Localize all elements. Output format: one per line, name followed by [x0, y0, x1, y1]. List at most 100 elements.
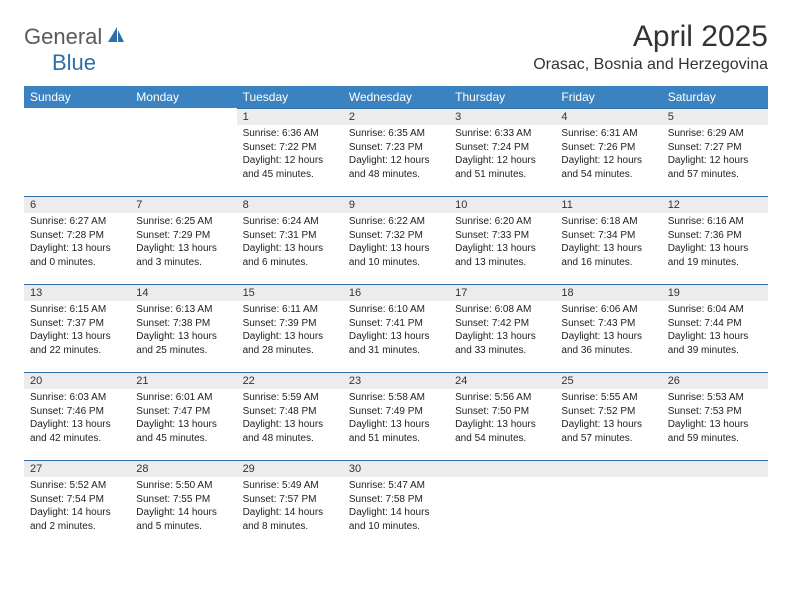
day-number: 21: [130, 372, 236, 389]
sunrise: Sunrise: 6:29 AM: [668, 127, 762, 141]
day-number: 30: [343, 460, 449, 477]
day-content: Sunrise: 6:22 AMSunset: 7:32 PMDaylight:…: [343, 213, 449, 273]
daylight: Daylight: 13 hours and 42 minutes.: [30, 418, 124, 445]
day-content: Sunrise: 6:16 AMSunset: 7:36 PMDaylight:…: [662, 213, 768, 273]
calendar-cell: [662, 460, 768, 548]
day-content: Sunrise: 5:55 AMSunset: 7:52 PMDaylight:…: [555, 389, 661, 449]
sunrise: Sunrise: 5:49 AM: [243, 479, 337, 493]
calendar-cell: 27Sunrise: 5:52 AMSunset: 7:54 PMDayligh…: [24, 460, 130, 548]
day-number: 28: [130, 460, 236, 477]
day-number: 3: [449, 108, 555, 125]
sunrise: Sunrise: 6:31 AM: [561, 127, 655, 141]
day-header: Wednesday: [343, 86, 449, 108]
daylight: Daylight: 13 hours and 57 minutes.: [561, 418, 655, 445]
day-number: 23: [343, 372, 449, 389]
calendar-cell: [449, 460, 555, 548]
day-number: 11: [555, 196, 661, 213]
calendar-cell: 12Sunrise: 6:16 AMSunset: 7:36 PMDayligh…: [662, 196, 768, 284]
day-content: Sunrise: 6:36 AMSunset: 7:22 PMDaylight:…: [237, 125, 343, 185]
day-content: Sunrise: 6:08 AMSunset: 7:42 PMDaylight:…: [449, 301, 555, 361]
daylight: Daylight: 13 hours and 16 minutes.: [561, 242, 655, 269]
calendar-cell: 22Sunrise: 5:59 AMSunset: 7:48 PMDayligh…: [237, 372, 343, 460]
day-content: Sunrise: 6:27 AMSunset: 7:28 PMDaylight:…: [24, 213, 130, 273]
sunset: Sunset: 7:44 PM: [668, 317, 762, 331]
day-number: 13: [24, 284, 130, 301]
day-content: Sunrise: 6:13 AMSunset: 7:38 PMDaylight:…: [130, 301, 236, 361]
sunset: Sunset: 7:46 PM: [30, 405, 124, 419]
logo-text-main: General: [24, 24, 102, 50]
sunset: Sunset: 7:28 PM: [30, 229, 124, 243]
logo: General: [24, 24, 128, 50]
sunrise: Sunrise: 6:08 AM: [455, 303, 549, 317]
sunrise: Sunrise: 6:04 AM: [668, 303, 762, 317]
daylight: Daylight: 13 hours and 36 minutes.: [561, 330, 655, 357]
calendar-cell: 10Sunrise: 6:20 AMSunset: 7:33 PMDayligh…: [449, 196, 555, 284]
day-content: Sunrise: 6:03 AMSunset: 7:46 PMDaylight:…: [24, 389, 130, 449]
day-content: Sunrise: 6:24 AMSunset: 7:31 PMDaylight:…: [237, 213, 343, 273]
daylight: Daylight: 13 hours and 0 minutes.: [30, 242, 124, 269]
sunrise: Sunrise: 5:52 AM: [30, 479, 124, 493]
calendar-page: General April 2025 Orasac, Bosnia and He…: [0, 0, 792, 568]
day-number: 6: [24, 196, 130, 213]
sunset: Sunset: 7:42 PM: [455, 317, 549, 331]
daylight: Daylight: 13 hours and 19 minutes.: [668, 242, 762, 269]
sunset: Sunset: 7:53 PM: [668, 405, 762, 419]
sunset: Sunset: 7:34 PM: [561, 229, 655, 243]
day-number: 18: [555, 284, 661, 301]
day-header: Thursday: [449, 86, 555, 108]
sunset: Sunset: 7:55 PM: [136, 493, 230, 507]
sunrise: Sunrise: 5:47 AM: [349, 479, 443, 493]
day-content: Sunrise: 6:29 AMSunset: 7:27 PMDaylight:…: [662, 125, 768, 185]
day-number: 25: [555, 372, 661, 389]
calendar-week: 27Sunrise: 5:52 AMSunset: 7:54 PMDayligh…: [24, 460, 768, 548]
daylight: Daylight: 14 hours and 8 minutes.: [243, 506, 337, 533]
calendar-week: 1Sunrise: 6:36 AMSunset: 7:22 PMDaylight…: [24, 108, 768, 196]
day-content: Sunrise: 6:20 AMSunset: 7:33 PMDaylight:…: [449, 213, 555, 273]
day-content: Sunrise: 5:59 AMSunset: 7:48 PMDaylight:…: [237, 389, 343, 449]
daylight: Daylight: 12 hours and 57 minutes.: [668, 154, 762, 181]
day-number-empty: [449, 460, 555, 477]
day-content: Sunrise: 5:52 AMSunset: 7:54 PMDaylight:…: [24, 477, 130, 537]
calendar-cell: 6Sunrise: 6:27 AMSunset: 7:28 PMDaylight…: [24, 196, 130, 284]
calendar-cell: 13Sunrise: 6:15 AMSunset: 7:37 PMDayligh…: [24, 284, 130, 372]
sunrise: Sunrise: 6:36 AM: [243, 127, 337, 141]
daylight: Daylight: 13 hours and 10 minutes.: [349, 242, 443, 269]
sunrise: Sunrise: 6:33 AM: [455, 127, 549, 141]
sunrise: Sunrise: 6:06 AM: [561, 303, 655, 317]
calendar-cell: 1Sunrise: 6:36 AMSunset: 7:22 PMDaylight…: [237, 108, 343, 196]
day-number: 19: [662, 284, 768, 301]
daylight: Daylight: 13 hours and 25 minutes.: [136, 330, 230, 357]
calendar-cell: [24, 108, 130, 196]
daylight: Daylight: 14 hours and 5 minutes.: [136, 506, 230, 533]
sunset: Sunset: 7:27 PM: [668, 141, 762, 155]
day-number: 24: [449, 372, 555, 389]
sunrise: Sunrise: 6:15 AM: [30, 303, 124, 317]
day-content: Sunrise: 6:33 AMSunset: 7:24 PMDaylight:…: [449, 125, 555, 185]
sail-icon: [106, 25, 126, 50]
calendar-cell: 14Sunrise: 6:13 AMSunset: 7:38 PMDayligh…: [130, 284, 236, 372]
sunset: Sunset: 7:23 PM: [349, 141, 443, 155]
daylight: Daylight: 14 hours and 2 minutes.: [30, 506, 124, 533]
day-number: 26: [662, 372, 768, 389]
sunrise: Sunrise: 6:16 AM: [668, 215, 762, 229]
day-content: Sunrise: 5:56 AMSunset: 7:50 PMDaylight:…: [449, 389, 555, 449]
daylight: Daylight: 13 hours and 6 minutes.: [243, 242, 337, 269]
day-number: 22: [237, 372, 343, 389]
day-number-empty: [662, 460, 768, 477]
calendar-cell: 5Sunrise: 6:29 AMSunset: 7:27 PMDaylight…: [662, 108, 768, 196]
sunset: Sunset: 7:49 PM: [349, 405, 443, 419]
sunrise: Sunrise: 6:35 AM: [349, 127, 443, 141]
calendar-head: SundayMondayTuesdayWednesdayThursdayFrid…: [24, 86, 768, 108]
calendar-cell: 30Sunrise: 5:47 AMSunset: 7:58 PMDayligh…: [343, 460, 449, 548]
calendar-table: SundayMondayTuesdayWednesdayThursdayFrid…: [24, 86, 768, 548]
daylight: Daylight: 13 hours and 54 minutes.: [455, 418, 549, 445]
sunrise: Sunrise: 5:56 AM: [455, 391, 549, 405]
daylight: Daylight: 12 hours and 48 minutes.: [349, 154, 443, 181]
day-number: 5: [662, 108, 768, 125]
day-content: Sunrise: 5:58 AMSunset: 7:49 PMDaylight:…: [343, 389, 449, 449]
sunset: Sunset: 7:58 PM: [349, 493, 443, 507]
calendar-cell: 7Sunrise: 6:25 AMSunset: 7:29 PMDaylight…: [130, 196, 236, 284]
header-row: General April 2025 Orasac, Bosnia and He…: [24, 20, 768, 74]
title-block: April 2025 Orasac, Bosnia and Herzegovin…: [533, 20, 768, 74]
day-number: 15: [237, 284, 343, 301]
